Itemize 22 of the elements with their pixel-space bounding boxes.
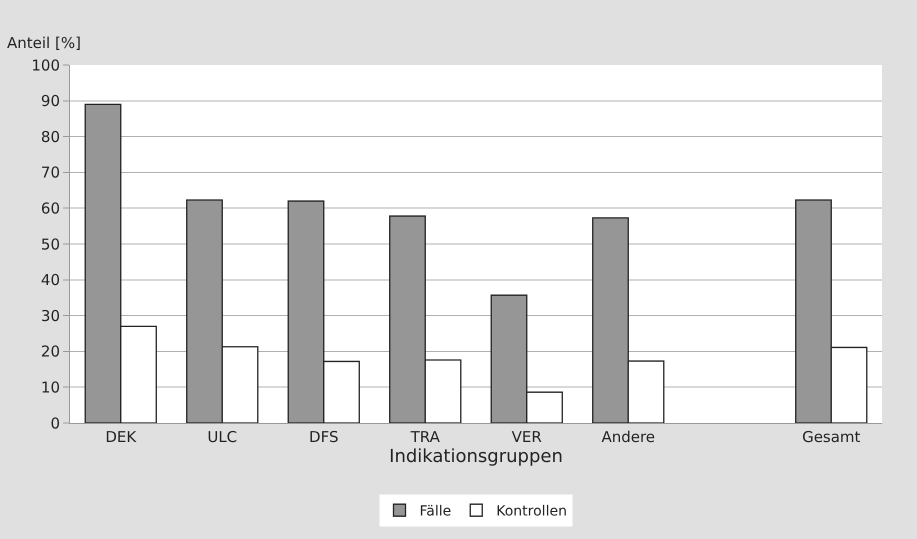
y-tick-label: 90: [40, 92, 60, 110]
y-tick-label: 0: [50, 414, 60, 432]
legend-label: Fälle: [420, 504, 452, 520]
x-tick-label: Andere: [601, 428, 656, 446]
y-tick-label: 10: [40, 378, 60, 396]
y-tick-label: 80: [40, 128, 60, 146]
x-tick-label: TRA: [410, 428, 441, 446]
y-tick-label: 50: [40, 235, 60, 254]
x-tick-label: DEK: [105, 428, 138, 446]
y-tick-label: 40: [40, 271, 60, 290]
legend-label: Kontrollen: [496, 504, 567, 520]
y-tick-label: 100: [31, 56, 60, 74]
y-tick-label: 70: [40, 164, 60, 182]
x-tick-label: DFS: [309, 428, 338, 446]
x-tick-label: VER: [512, 428, 542, 446]
y-tick-label: 60: [40, 199, 60, 218]
x-tick-label: ULC: [207, 428, 238, 446]
y-tick-label: 30: [40, 306, 60, 325]
x-axis-title: Indikationsgruppen: [389, 446, 563, 467]
y-axis-title: Anteil [%]: [7, 34, 81, 52]
x-tick-label: Gesamt: [802, 428, 861, 446]
y-tick-label: 20: [40, 342, 60, 361]
